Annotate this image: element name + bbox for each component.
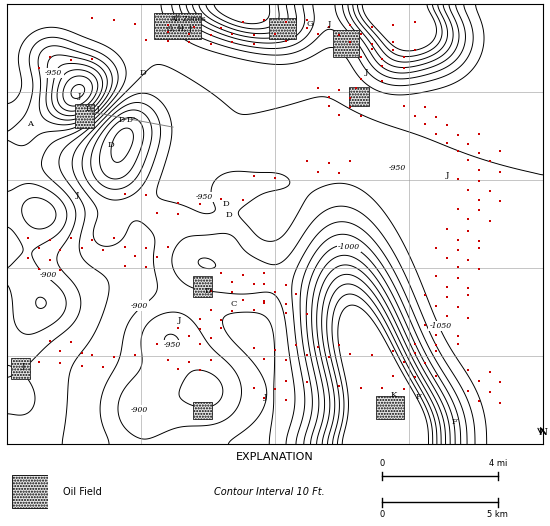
Text: -950: -950 — [389, 164, 406, 171]
Bar — [75, 104, 94, 128]
Text: -950: -950 — [195, 193, 213, 201]
Text: Contour Interval 10 Ft.: Contour Interval 10 Ft. — [214, 487, 325, 497]
Text: -900: -900 — [131, 406, 149, 414]
Text: 0: 0 — [379, 510, 385, 519]
Text: J: J — [21, 362, 25, 370]
Text: D-D': D-D' — [118, 116, 135, 125]
Text: All Zones: All Zones — [170, 15, 206, 23]
Text: 4 mi: 4 mi — [488, 459, 507, 468]
Text: J: J — [365, 68, 369, 76]
Text: J: J — [75, 191, 79, 199]
Text: D: D — [226, 211, 232, 219]
Text: D: D — [107, 141, 114, 149]
Text: D: D — [140, 69, 146, 77]
Text: G: G — [306, 19, 313, 27]
Text: F: F — [416, 393, 421, 401]
Text: G, H, J: G, H, J — [167, 25, 191, 33]
Bar — [349, 87, 370, 106]
Bar — [194, 402, 212, 419]
Bar — [194, 276, 212, 297]
Text: 0: 0 — [379, 459, 385, 468]
Text: J: J — [263, 393, 267, 401]
Text: C: C — [231, 300, 238, 308]
Text: D: D — [222, 200, 229, 208]
Text: -950: -950 — [163, 341, 180, 349]
Text: J: J — [78, 92, 81, 100]
Text: D: D — [204, 287, 211, 295]
Text: EXPLANATION: EXPLANATION — [236, 451, 314, 462]
Bar — [11, 358, 30, 379]
Text: -900: -900 — [131, 301, 149, 310]
Text: J: J — [328, 19, 331, 27]
Text: J: J — [177, 316, 181, 324]
Text: K: K — [390, 391, 397, 399]
Text: -900: -900 — [40, 271, 57, 279]
Bar — [154, 13, 201, 39]
Text: -1050: -1050 — [429, 322, 452, 330]
Text: 5 km: 5 km — [487, 510, 508, 519]
Bar — [268, 18, 296, 39]
Text: A: A — [27, 119, 33, 128]
Text: F: F — [451, 418, 457, 426]
Text: J: J — [446, 171, 449, 179]
Bar — [376, 396, 404, 419]
Text: -1000: -1000 — [338, 243, 360, 251]
Text: Oil Field: Oil Field — [63, 487, 102, 497]
Text: D, J: D, J — [86, 105, 100, 113]
Text: N: N — [539, 428, 548, 437]
Text: -950: -950 — [45, 69, 63, 77]
Bar — [333, 30, 359, 57]
